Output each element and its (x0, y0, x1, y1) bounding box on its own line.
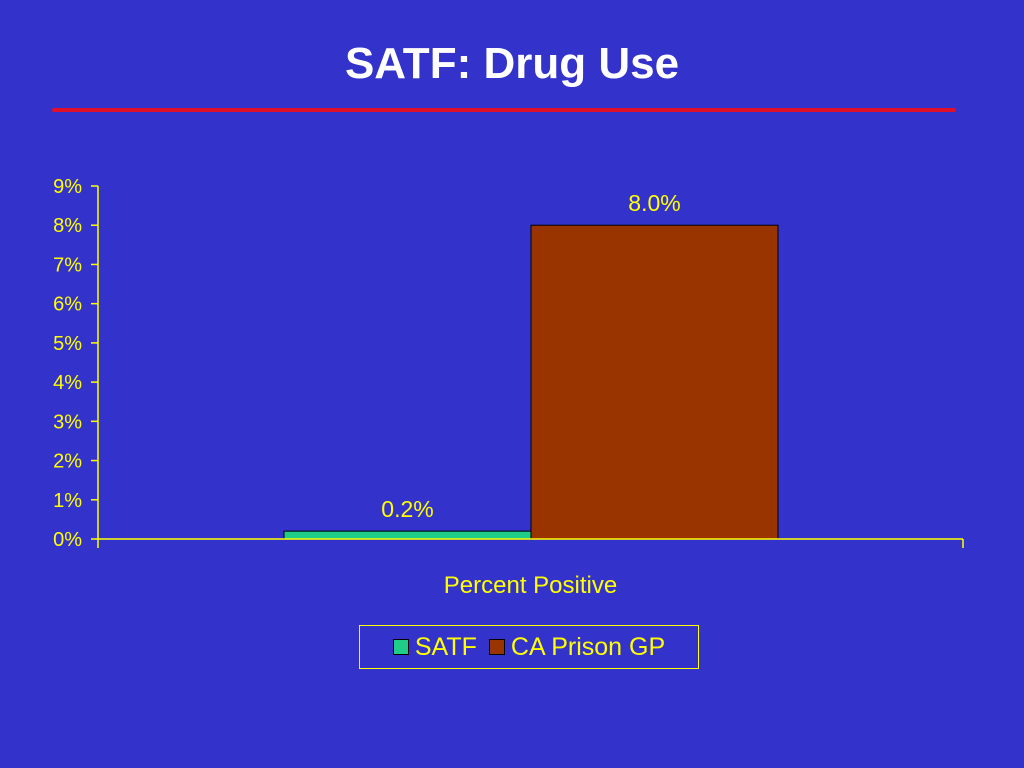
legend-label-ca-prison-gp: CA Prison GP (510, 632, 666, 661)
y-tick-label: 0% (53, 529, 82, 551)
y-tick-label: 6% (53, 294, 82, 316)
y-tick-label: 2% (53, 451, 82, 473)
y-tick-label: 8% (53, 215, 82, 237)
legend-item-ca-prison-gp: CA Prison GP (488, 632, 666, 662)
bar-satf (283, 530, 532, 540)
legend-swatch-satf (392, 639, 409, 655)
x-axis-label: Percent Positive (444, 572, 617, 599)
legend-swatch-ca-prison-gp (488, 639, 505, 655)
legend-label-satf: SATF (414, 632, 477, 661)
data-label-satf: 0.2% (381, 496, 433, 522)
bar-ca-prison-gp (530, 224, 779, 540)
slide-title: SATF: Drug Use (344, 39, 680, 88)
y-tick-label: 5% (53, 333, 82, 355)
chart-legend: SATF CA Prison GP (359, 625, 699, 669)
title-divider (52, 108, 956, 112)
y-tick-label: 1% (53, 490, 82, 512)
y-tick-label: 3% (53, 411, 82, 433)
y-tick-label: 9% (53, 176, 82, 198)
y-tick-label: 4% (53, 372, 82, 394)
data-label-ca-prison-gp: 8.0% (628, 190, 680, 216)
y-tick-label: 7% (53, 254, 82, 276)
legend-item-satf: SATF (392, 632, 477, 662)
